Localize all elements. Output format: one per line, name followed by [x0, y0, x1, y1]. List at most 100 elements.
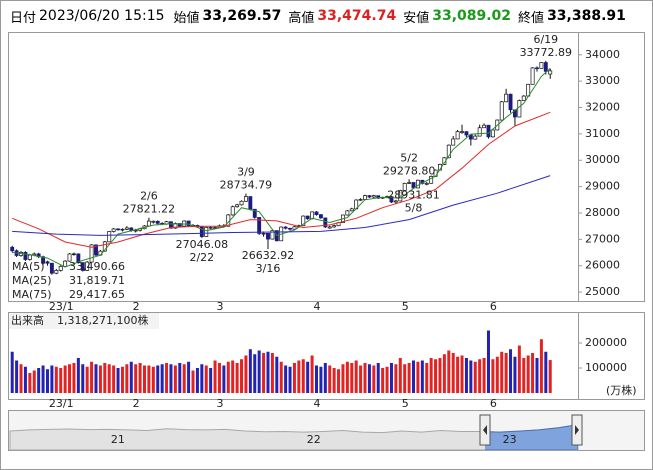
volume-bar [434, 359, 438, 393]
volume-bar [504, 353, 508, 393]
candle-body [490, 129, 495, 138]
candle-body [107, 231, 112, 243]
candle-body [301, 215, 306, 227]
candle-body [424, 182, 429, 185]
y-tick-label: 100000 [585, 361, 627, 374]
volume-title-bg [9, 313, 159, 329]
candle-body [257, 217, 262, 234]
volume-bar [125, 364, 129, 393]
candle-body [548, 70, 553, 75]
volume-bar [129, 361, 133, 393]
candle-body [248, 196, 253, 210]
volume-bar [68, 364, 72, 393]
candle-body [235, 204, 240, 208]
volume-bar [407, 363, 411, 393]
candle-body [116, 228, 120, 231]
x-tick-label: 4 [313, 300, 320, 313]
volume-bar [253, 354, 257, 393]
y-tick-label: 25000 [585, 285, 620, 298]
volume-bar [182, 364, 186, 393]
candle-body [345, 210, 350, 216]
candle-body [327, 226, 332, 229]
volume-bar [478, 359, 482, 393]
volume-bar [275, 356, 279, 393]
ma-line [12, 67, 551, 268]
volume-bar [420, 360, 424, 393]
label: 安値 [403, 10, 430, 26]
candle-body [111, 228, 116, 232]
volume-bar [10, 351, 14, 393]
x-tick-label: 3 [216, 300, 223, 313]
volume-bar [284, 365, 288, 393]
volume-bar [204, 365, 208, 393]
volume-bar [257, 350, 261, 393]
candle-body [407, 182, 412, 184]
volume-bar [85, 366, 89, 393]
volume-title: 出来高 [11, 313, 44, 327]
volume-bar [464, 358, 468, 393]
volume-bar [292, 363, 296, 393]
candle-body [120, 228, 125, 231]
candle-body [85, 261, 90, 271]
volume-bar [235, 363, 239, 393]
volume-bar [187, 361, 191, 393]
candle-body [398, 190, 403, 202]
x-tick-label: 3 [216, 397, 223, 410]
candle-body [508, 93, 513, 111]
volume-bar [412, 360, 416, 393]
candle-body [543, 62, 548, 72]
candle-body [402, 183, 407, 191]
volume-bar [81, 364, 85, 393]
volume-bar [544, 351, 548, 393]
candle-body [482, 124, 487, 129]
volume-bar [539, 339, 543, 393]
candle-body [535, 67, 539, 70]
candle-body [102, 241, 107, 252]
candle-body [332, 225, 337, 228]
annotation-date: 3/9 [237, 166, 255, 179]
x-tick-label: 6 [490, 397, 497, 410]
volume-bar [59, 368, 63, 393]
volume-bar [425, 363, 429, 393]
volume-bar [98, 365, 102, 393]
volume-bar [90, 361, 94, 393]
volume-bar [350, 363, 354, 393]
volume-bar [112, 365, 116, 393]
volume-bar [28, 373, 32, 393]
volume-bar [231, 360, 235, 393]
volume-bar [328, 365, 332, 393]
volume-bar [486, 330, 490, 393]
candle-body [10, 246, 15, 252]
candle-body [477, 127, 482, 137]
volume-bar [266, 351, 270, 393]
volume-bar [306, 361, 310, 393]
label: 始値 [173, 10, 200, 26]
label: 高値 [288, 10, 315, 26]
candle-body [124, 227, 129, 230]
candle-body [504, 93, 509, 103]
volume-bar [363, 363, 367, 393]
legend-name: MA(75) [12, 288, 52, 301]
candle-body [429, 176, 434, 184]
volume-bar [473, 361, 477, 393]
x-tick-label: 2 [133, 397, 140, 410]
candle-body [146, 220, 151, 227]
annotation-price: 28931.81 [387, 188, 440, 201]
candle-body [288, 227, 292, 230]
volume-bar [447, 350, 451, 393]
high: 33,474.74 [317, 8, 397, 24]
candle-body [208, 227, 213, 229]
volume-bar [500, 351, 504, 393]
candle-body [521, 95, 526, 101]
handle-arrow [483, 425, 487, 435]
x-tick-label: 23/1 [49, 397, 74, 410]
volume-bar [143, 365, 147, 393]
volume-bar [341, 364, 345, 393]
candle-body [230, 206, 235, 216]
annotation-price: 33772.89 [520, 46, 573, 59]
candle-body [23, 252, 28, 260]
volume-bar [429, 358, 433, 393]
candle-body [464, 131, 469, 136]
volume-bar [76, 358, 80, 393]
volume-bar [116, 368, 120, 393]
